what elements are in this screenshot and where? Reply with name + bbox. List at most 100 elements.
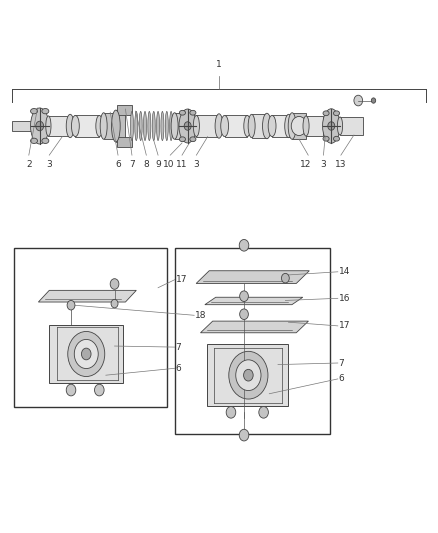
Ellipse shape (190, 110, 196, 115)
Ellipse shape (81, 348, 91, 360)
Ellipse shape (156, 111, 159, 141)
Circle shape (110, 279, 119, 289)
Ellipse shape (229, 351, 268, 399)
Bar (175, 113, 182, 139)
Polygon shape (201, 321, 308, 333)
Ellipse shape (46, 116, 51, 136)
Text: 18: 18 (195, 311, 207, 320)
Bar (104, 113, 117, 139)
Ellipse shape (303, 116, 309, 136)
Polygon shape (205, 297, 303, 305)
Ellipse shape (42, 109, 49, 114)
Circle shape (111, 300, 118, 308)
Text: 13: 13 (335, 160, 346, 169)
Polygon shape (196, 271, 309, 284)
Text: 10: 10 (163, 160, 175, 169)
Ellipse shape (135, 111, 138, 141)
Ellipse shape (190, 137, 196, 142)
Bar (48, 116, 70, 136)
Ellipse shape (112, 110, 120, 142)
Ellipse shape (248, 114, 255, 138)
Ellipse shape (100, 113, 107, 139)
Bar (272, 115, 289, 136)
Ellipse shape (180, 110, 185, 115)
Ellipse shape (323, 136, 329, 141)
Ellipse shape (139, 111, 142, 141)
Ellipse shape (337, 117, 343, 135)
Ellipse shape (215, 114, 223, 138)
Circle shape (240, 291, 248, 302)
Bar (340, 117, 363, 135)
Bar (196, 115, 219, 136)
Ellipse shape (221, 115, 229, 136)
Circle shape (282, 273, 289, 283)
Bar (117, 106, 132, 115)
Ellipse shape (36, 121, 44, 131)
Text: 17: 17 (339, 321, 350, 330)
Text: 17: 17 (176, 275, 187, 284)
Ellipse shape (31, 108, 49, 144)
Ellipse shape (236, 360, 261, 391)
Ellipse shape (68, 332, 105, 376)
Circle shape (259, 407, 268, 418)
Ellipse shape (148, 111, 151, 141)
Ellipse shape (244, 115, 251, 136)
Ellipse shape (152, 111, 155, 141)
Bar (12, 121, 34, 131)
Text: 8: 8 (143, 160, 149, 169)
Circle shape (239, 429, 249, 441)
Text: 7: 7 (176, 343, 181, 352)
Text: 14: 14 (339, 268, 350, 276)
Ellipse shape (322, 109, 340, 143)
Bar (176, 248, 330, 433)
Circle shape (66, 384, 76, 396)
Ellipse shape (193, 115, 199, 136)
Ellipse shape (131, 111, 134, 141)
Ellipse shape (244, 369, 253, 381)
Text: 2: 2 (26, 160, 32, 169)
Ellipse shape (268, 115, 276, 136)
Circle shape (95, 384, 104, 396)
Text: 6: 6 (339, 374, 344, 383)
Bar (75, 115, 99, 136)
Text: 11: 11 (176, 160, 188, 169)
Ellipse shape (288, 113, 296, 139)
Text: 1: 1 (216, 60, 222, 69)
Ellipse shape (285, 114, 293, 138)
Ellipse shape (66, 114, 74, 138)
Text: 7: 7 (339, 359, 344, 367)
Ellipse shape (144, 111, 147, 141)
Ellipse shape (96, 115, 103, 136)
Circle shape (354, 95, 363, 106)
Text: 3: 3 (194, 160, 199, 169)
Ellipse shape (165, 111, 168, 141)
Ellipse shape (179, 109, 196, 143)
Bar (49, 325, 123, 383)
Text: 12: 12 (300, 160, 312, 169)
Text: 9: 9 (155, 160, 161, 169)
Ellipse shape (171, 113, 178, 139)
Bar (207, 344, 288, 406)
Ellipse shape (333, 136, 339, 141)
Bar (225, 115, 247, 136)
Ellipse shape (262, 114, 271, 139)
Ellipse shape (71, 115, 79, 136)
Ellipse shape (323, 111, 329, 116)
Circle shape (226, 407, 236, 418)
Text: 6: 6 (115, 160, 121, 169)
Bar (116, 110, 125, 142)
Bar (306, 116, 323, 136)
Ellipse shape (170, 111, 173, 141)
Circle shape (371, 98, 376, 103)
Ellipse shape (180, 137, 185, 142)
Ellipse shape (328, 122, 335, 130)
Ellipse shape (161, 111, 164, 141)
Circle shape (67, 301, 75, 310)
Circle shape (291, 116, 307, 135)
Ellipse shape (74, 340, 98, 368)
Text: 6: 6 (176, 364, 181, 373)
Text: 7: 7 (129, 160, 135, 169)
Bar (14, 248, 167, 407)
Circle shape (240, 309, 248, 319)
Text: 16: 16 (339, 294, 350, 303)
